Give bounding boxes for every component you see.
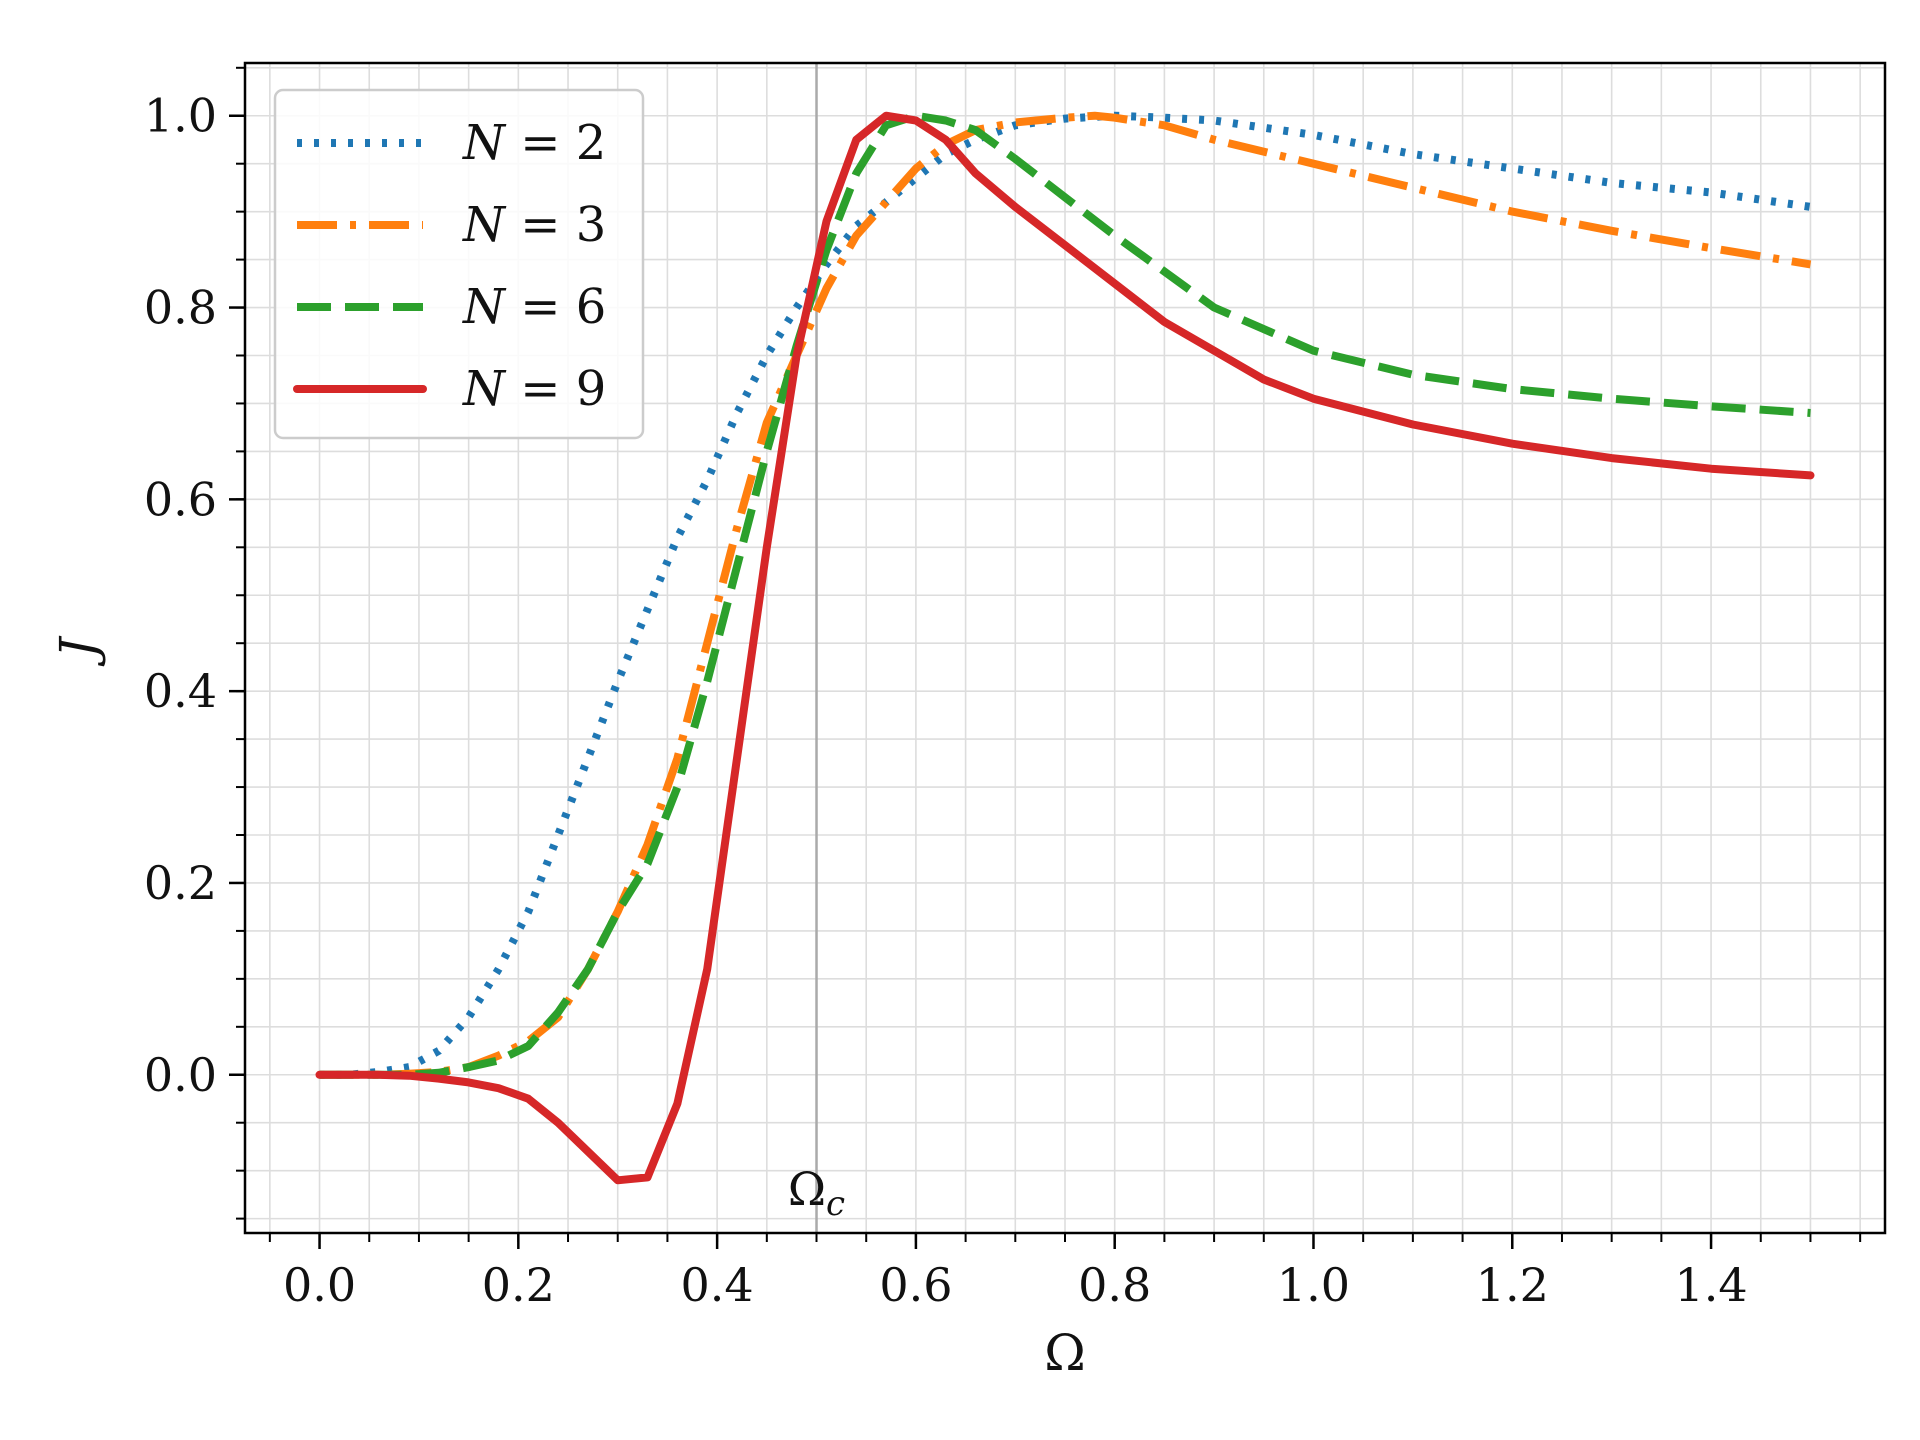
y-tick-label: 0.6 [144,472,217,526]
x-tick-label: 0.4 [681,1258,754,1312]
critical-frequency-label-main: Ω [788,1162,826,1216]
legend-label-var: N [462,361,507,417]
x-tick-label: 0.0 [283,1258,356,1312]
y-tick-label: 0.2 [144,856,217,910]
x-tick-label: 0.2 [482,1258,555,1312]
critical-frequency-label-sub: c [826,1184,845,1224]
legend-label-var: N [462,115,507,171]
legend-label-n6: N = 6 [462,279,606,335]
legend-label-value: 2 [576,115,607,171]
x-tick-label: 1.0 [1277,1258,1350,1312]
x-axis-label: Ω [1044,1324,1085,1382]
y-tick-label: 1.0 [144,89,217,143]
legend-label-eq: = [505,115,576,171]
legend-label-value: 9 [576,361,607,417]
x-tick-label: 1.2 [1476,1258,1549,1312]
legend-label-eq: = [505,279,576,335]
y-tick-label: 0.8 [144,281,217,335]
legend-label-n3: N = 3 [462,197,606,253]
critical-frequency-label: Ωc [788,1162,845,1224]
x-tick-label: 1.4 [1674,1258,1747,1312]
legend-label-eq: = [505,197,576,253]
legend-label-value: 6 [576,279,607,335]
legend-label-var: N [462,279,507,335]
x-tick-label: 0.6 [879,1258,952,1312]
legend-label-n2: N = 2 [462,115,606,171]
y-tick-label: 0.4 [144,664,217,718]
legend-box [273,88,645,440]
x-tick-label: 0.8 [1078,1258,1151,1312]
legend-label-value: 3 [576,197,607,253]
legend-label-var: N [462,197,507,253]
legend-label-eq: = [505,361,576,417]
axis-ticks: 0.0 0.2 0.4 0.6 0.8 1.0 1.2 1.4 0.0 0.2 0.4 0.6 0.8 1… [144,66,1862,1312]
series-lines [315,111,1815,1185]
legend: N = 2N = 3N = 6N = 9 [273,88,645,440]
legend-label-n9: N = 9 [462,361,606,417]
series-line-n9 [315,111,1815,1185]
y-tick-label: 0.0 [144,1048,217,1102]
